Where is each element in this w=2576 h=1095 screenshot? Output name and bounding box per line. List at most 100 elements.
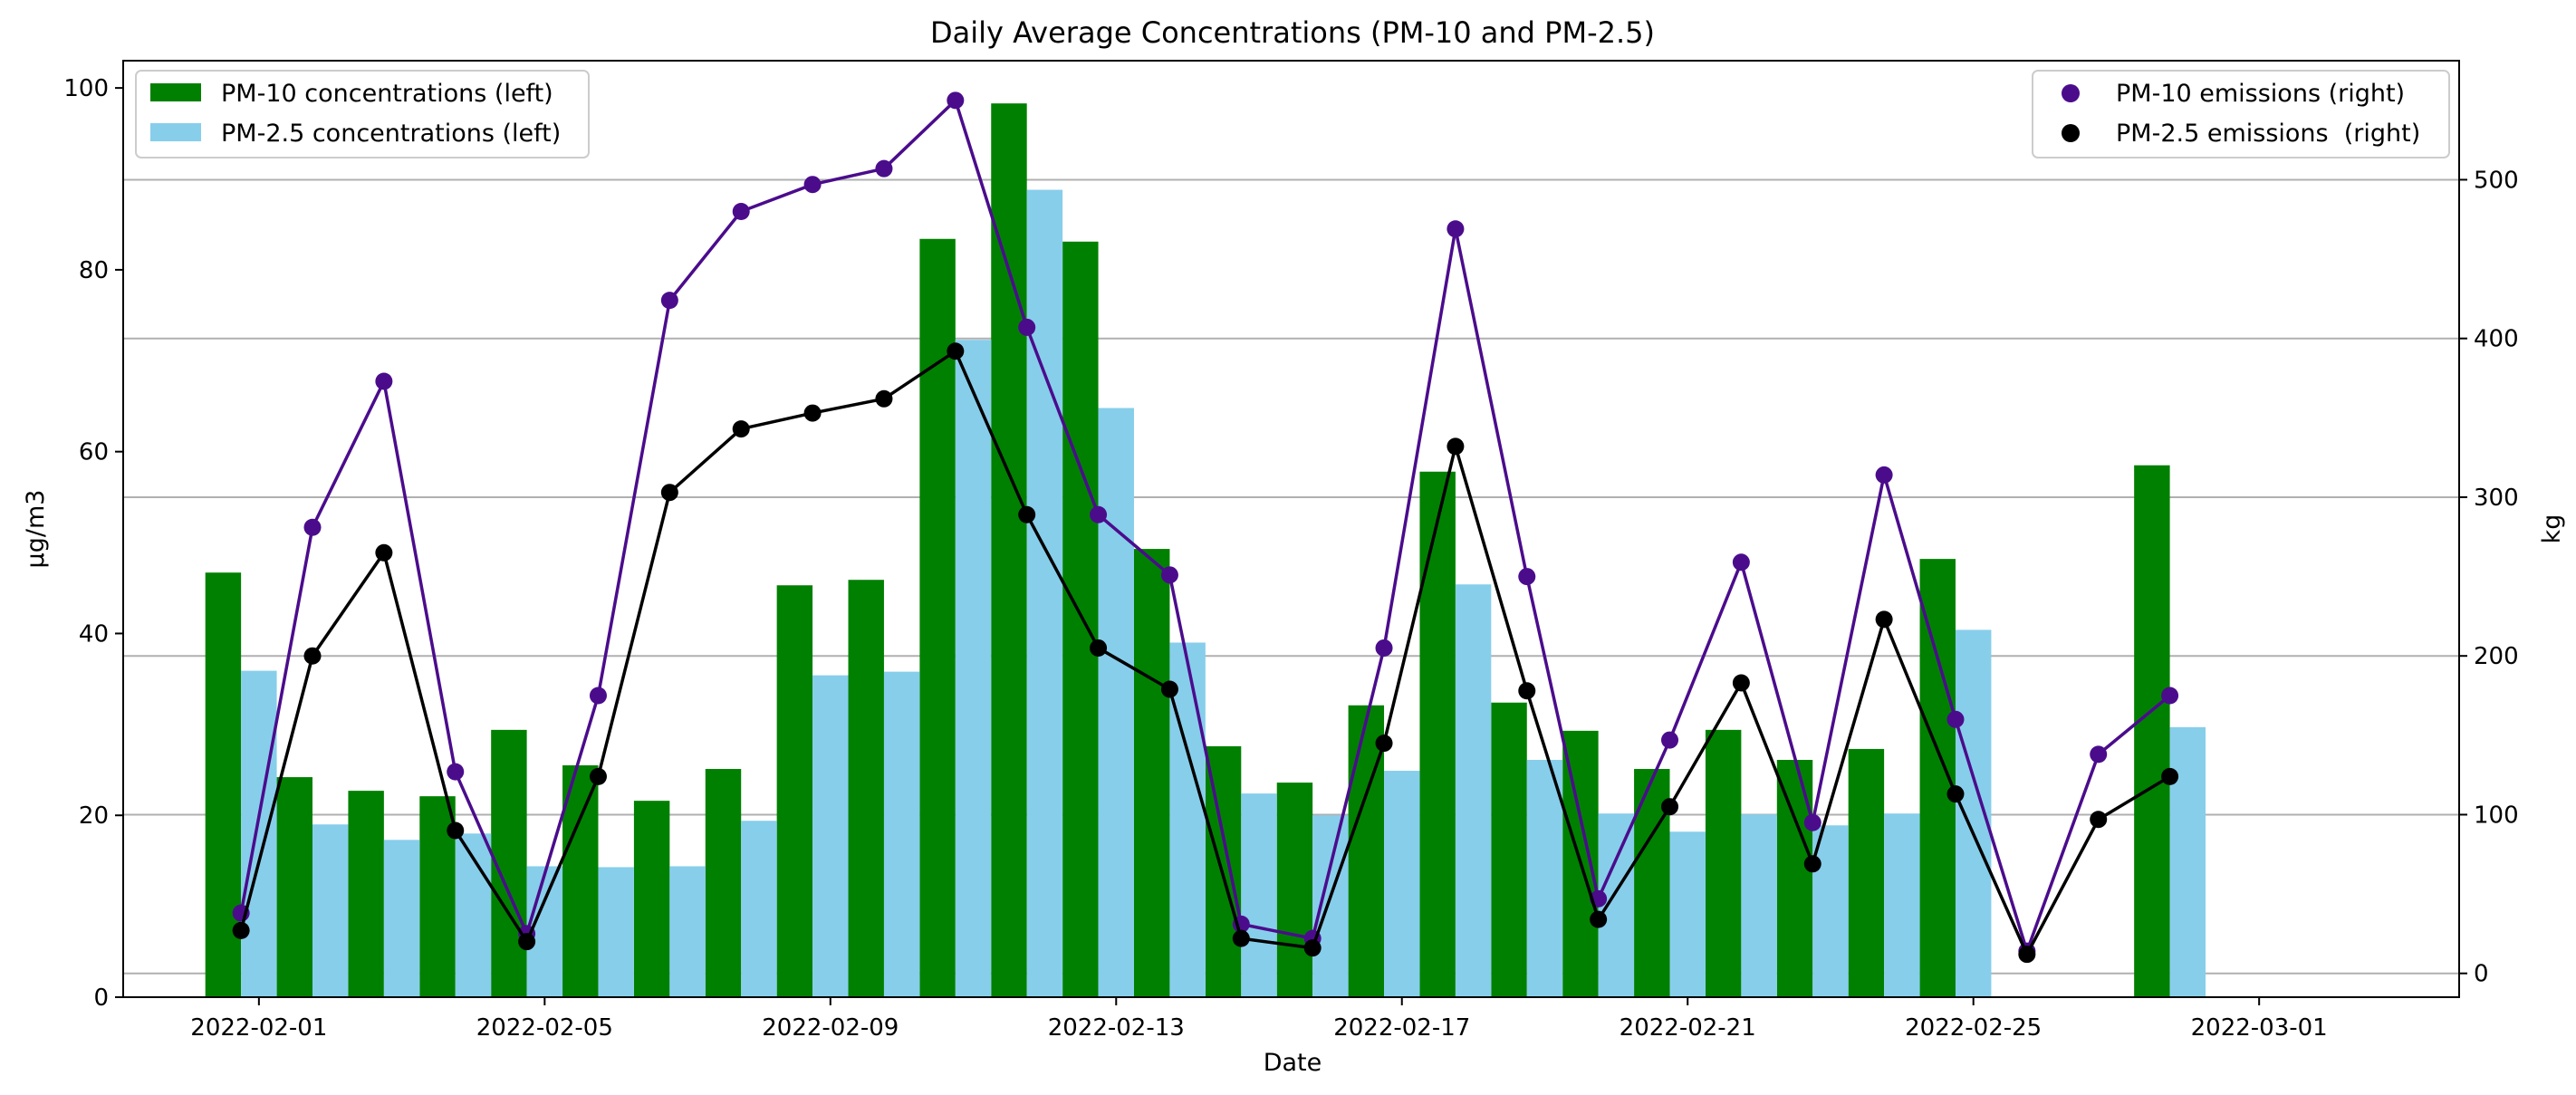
pm10-emissions-point-11: [1018, 318, 1036, 336]
pm25-conc-bar-23: [1884, 813, 1920, 997]
pm25-conc-bar-10: [955, 340, 992, 997]
pm10-conc-bar-7: [705, 769, 742, 997]
pm25-emissions-point-5: [589, 767, 607, 785]
pm25-emissions-point-24: [1946, 785, 1965, 803]
pm25-conc-bar-8: [812, 675, 849, 997]
pm25-conc-bar-27: [2169, 726, 2206, 997]
pm25-emissions-point-23: [1875, 610, 1893, 629]
pm25-emissions-point-11: [1018, 505, 1036, 523]
pm25-conc-bar-17: [1455, 584, 1492, 997]
pm25-emissions-point-14: [1232, 929, 1250, 947]
pm25-conc-bar-5: [598, 867, 634, 997]
pm25-conc-bar-1: [312, 824, 349, 997]
axes: 2022-02-01 2022-02-05 2022-02-09 2022-02-13…: [63, 75, 2518, 1042]
pm10-emissions-point-5: [589, 687, 607, 705]
pm25-emissions-point-7: [732, 420, 750, 438]
legend-label-pm25-concentrations: PM-2.5 concentrations (left): [221, 120, 561, 148]
pm10-conc-bar-2: [348, 791, 384, 997]
pm10-conc-bar-12: [1062, 241, 1099, 997]
legend-label-pm10-emissions: PM-10 emissions (right): [2116, 80, 2405, 108]
y-right-tick-label-300: 300: [2474, 485, 2519, 512]
pm10-conc-bar-21: [1705, 729, 1742, 997]
legend-label-pm10-concentrations: PM-10 concentrations (left): [221, 80, 553, 108]
pm10-conc-bar-11: [991, 103, 1027, 998]
y-axis-left-label: µg/m3: [22, 490, 50, 569]
pm10-conc-bar-27: [2134, 465, 2170, 997]
pm10-conc-bar-17: [1419, 471, 1456, 997]
pm10-emissions-point-22: [1803, 813, 1821, 831]
y-left-tick-label-40: 40: [79, 620, 109, 648]
pm25-emissions-point-1: [303, 647, 322, 665]
legend-swatch-pm10-concentrations: [150, 83, 201, 101]
x-tick-label-2: 2022-02-09: [762, 1014, 899, 1042]
pm10-emissions-point-24: [1946, 710, 1965, 728]
pm25-emissions-point-19: [1590, 910, 1608, 928]
pm25-emissions-point-21: [1732, 674, 1750, 692]
pm25-conc-bar-22: [1812, 825, 1849, 997]
legend-label-pm25-emissions: PM-2.5 emissions (right): [2116, 120, 2420, 148]
pm25-conc-bar-21: [1741, 814, 1777, 997]
pm25-emissions-point-0: [232, 921, 250, 939]
pm10-conc-bar-22: [1776, 759, 1813, 997]
pm10-emissions-point-26: [2090, 745, 2108, 764]
pm25-conc-bar-2: [383, 840, 420, 997]
y-right-tick-label-500: 500: [2474, 167, 2519, 194]
x-tick-label-7: 2022-03-01: [2191, 1014, 2328, 1042]
pm10-emissions-point-10: [947, 91, 965, 110]
pm25-conc-bar-0: [241, 670, 277, 997]
pm10-conc-bar-23: [1848, 748, 1885, 997]
x-tick-label-6: 2022-02-25: [1905, 1014, 2042, 1042]
pm10-conc-bar-10: [919, 238, 956, 997]
pm25-emissions-point-12: [1090, 639, 1108, 657]
pm10-conc-bar-13: [1133, 549, 1170, 997]
pm25-emissions-point-16: [1375, 735, 1393, 753]
pm25-conc-bar-9: [883, 671, 920, 997]
chart-title: Daily Average Concentrations (PM-10 and …: [930, 15, 1655, 50]
x-tick-label-5: 2022-02-21: [1620, 1014, 1756, 1042]
x-tick-label-0: 2022-02-01: [190, 1014, 327, 1042]
pm25-emissions-point-22: [1803, 855, 1821, 873]
pm10-emissions-point-12: [1090, 505, 1108, 523]
y-right-tick-label-400: 400: [2474, 326, 2519, 353]
pm25-conc-bar-14: [1241, 793, 1277, 997]
pm25-emissions-point-18: [1518, 682, 1536, 700]
pm10-emissions-point-3: [447, 763, 465, 781]
pm10-emissions-point-16: [1375, 639, 1393, 657]
pm25-emissions-point-4: [518, 933, 536, 951]
pm25-conc-bar-16: [1384, 771, 1420, 997]
pm25-conc-bar-7: [741, 821, 777, 997]
pm10-conc-bar-5: [562, 765, 599, 997]
pm10-emissions-point-2: [375, 372, 393, 390]
x-axis-label: Date: [1264, 1049, 1322, 1077]
pm10-emissions-point-20: [1661, 731, 1679, 749]
pm10-conc-bar-8: [776, 585, 813, 997]
y-right-tick-label-100: 100: [2474, 802, 2519, 829]
pm25-conc-bar-11: [1026, 189, 1063, 997]
pm25-emissions-point-10: [947, 342, 965, 360]
pm10-emissions-point-21: [1732, 553, 1750, 572]
pm10-emissions-point-23: [1875, 466, 1893, 484]
pm10-emissions-line: [239, 99, 2171, 953]
legend-left-frame: [135, 70, 590, 158]
pm25-conc-bar-20: [1669, 831, 1706, 997]
pm25-emissions-point-26: [2090, 811, 2108, 829]
pm10-emissions-point-13: [1160, 566, 1178, 584]
y-left-tick-label-20: 20: [79, 802, 109, 830]
pm10-conc-bar-1: [276, 777, 313, 997]
pm25-emissions-point-8: [803, 404, 822, 422]
y-left-tick-label-100: 100: [63, 75, 109, 102]
pm25-emissions-point-25: [2018, 946, 2036, 964]
pm10-emissions-point-27: [2161, 687, 2179, 705]
pm25-conc-bar-19: [1598, 813, 1635, 997]
pm25-emissions-point-20: [1661, 798, 1679, 816]
pm10-conc-bar-18: [1491, 702, 1527, 997]
line-series: [232, 91, 2179, 964]
plot-frame: [122, 60, 2460, 998]
x-tick-label-4: 2022-02-17: [1333, 1014, 1470, 1042]
pm25-emissions-point-9: [875, 389, 893, 408]
pm25-emissions-point-13: [1160, 680, 1178, 698]
legend-swatch-pm25-concentrations: [150, 123, 201, 141]
y-axis-right-label: kg: [2538, 514, 2566, 544]
pm10-emissions-point-7: [732, 202, 750, 220]
